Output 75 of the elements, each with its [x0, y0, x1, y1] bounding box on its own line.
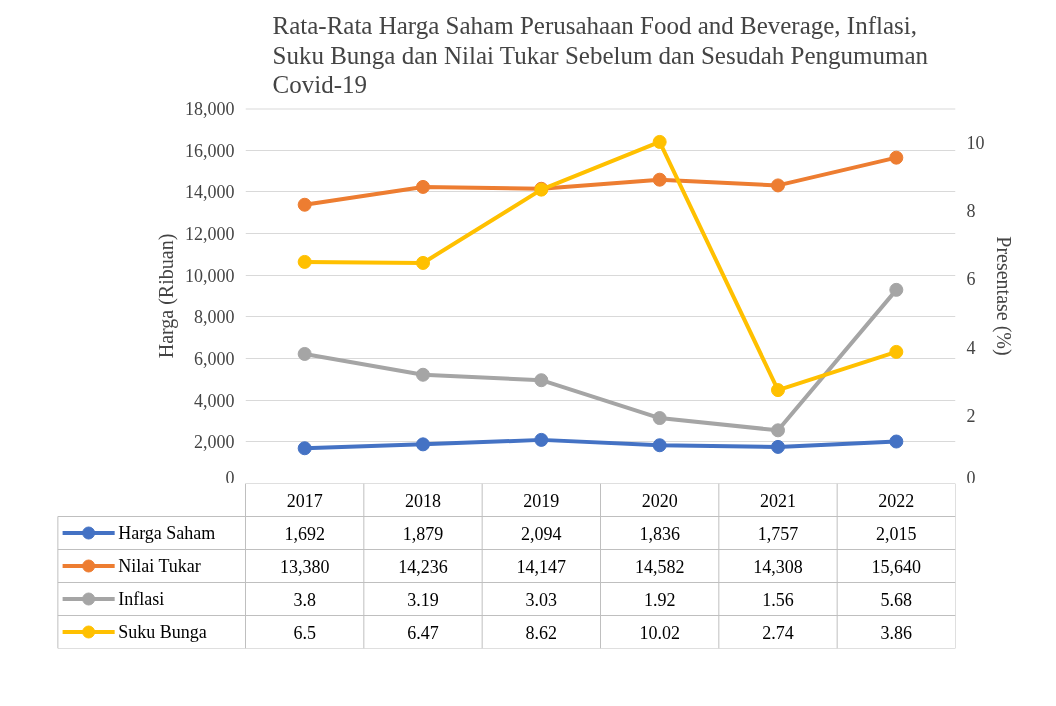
data-label: 13,380 [279, 556, 330, 577]
data-label: 14,308 [753, 556, 803, 577]
x-tick-label: 2021 [760, 490, 796, 511]
data-label: 14,582 [634, 556, 685, 577]
data-label: 1,757 [757, 523, 799, 544]
y2-tick-label: 8 [966, 201, 976, 222]
x-tick-label: 2019 [523, 490, 560, 511]
point [771, 423, 785, 438]
point [889, 434, 904, 449]
y2-tick-label: 4 [966, 337, 976, 358]
data-label: 2.74 [762, 622, 794, 643]
chart-title: Rata-Rata Harga Saham Perusahaan Food and Beverage, Inflasi, Suku Bunga dan Nilai Tukar Sebelum dan Sesudah Pengumuman Covid-19 [272, 12, 929, 99]
y-tick-label: 0 [225, 467, 235, 488]
data-label: 1,836 [639, 523, 680, 544]
data-label: 1,692 [284, 523, 325, 544]
point [771, 439, 785, 454]
point [297, 254, 312, 269]
data-label: 15,640 [871, 556, 922, 577]
y-tick-label: 12,000 [185, 224, 235, 244]
y2-tick-label: 6 [966, 269, 976, 290]
point [652, 438, 667, 453]
point [534, 373, 549, 388]
point [889, 282, 904, 297]
data-label: 14,147 [516, 556, 567, 577]
y2-tick-label: 0 [966, 467, 976, 488]
data-label: 1,879 [402, 523, 444, 544]
data-label: 5.68 [880, 589, 913, 610]
data-label: 3.03 [525, 589, 558, 610]
y-tick-label: 8,000 [194, 307, 235, 328]
x-tick-label: 2020 [641, 490, 678, 511]
point [416, 179, 430, 194]
point [652, 172, 667, 187]
y-axis-title: Harga (Ribuan) [155, 233, 178, 359]
point [416, 367, 430, 382]
point [771, 178, 785, 193]
y2-axis-title: Presentase (%) [991, 236, 1015, 356]
y-tick-label: 4,000 [194, 390, 235, 411]
legend-label: Suku Bunga [118, 622, 207, 642]
point [416, 255, 430, 270]
data-label: 6.47 [407, 622, 439, 643]
data-label: 10.02 [639, 622, 680, 643]
y-tick-label: 10,000 [185, 265, 235, 286]
point [652, 134, 667, 149]
point [297, 197, 312, 212]
data-label: 2,094 [521, 523, 562, 544]
point [771, 383, 785, 398]
point [652, 411, 667, 426]
point [534, 432, 549, 447]
point [297, 441, 312, 456]
data-label: 6.5 [293, 622, 316, 643]
y2-tick-label: 2 [966, 405, 976, 426]
point [297, 346, 312, 361]
data-label: 8.62 [525, 622, 558, 643]
y-tick-label: 6,000 [194, 349, 235, 369]
x-tick-label: 2018 [405, 490, 441, 511]
legend-label: Nilai Tukar [118, 556, 201, 576]
point [416, 437, 430, 452]
y-tick-label: 16,000 [185, 140, 235, 161]
point [889, 150, 904, 165]
data-label: 1.92 [643, 589, 676, 610]
data-label: 3.86 [880, 622, 913, 643]
y-tick-label: 14,000 [185, 182, 235, 203]
y2-tick-label: 10 [966, 133, 985, 154]
legend-label: Inflasi [118, 589, 165, 609]
data-label: 14,236 [398, 556, 448, 577]
data-label: 3.19 [407, 589, 439, 610]
data-label: 1.56 [762, 589, 794, 610]
data-label: 2,015 [876, 523, 917, 544]
y-tick-label: 18,000 [185, 99, 235, 119]
y-tick-label: 2,000 [194, 432, 235, 453]
legend-label: Harga Saham [118, 523, 216, 543]
point [889, 344, 904, 359]
x-tick-label: 2017 [286, 490, 323, 511]
data-label: 3.8 [293, 589, 316, 610]
x-tick-label: 2022 [878, 490, 915, 511]
